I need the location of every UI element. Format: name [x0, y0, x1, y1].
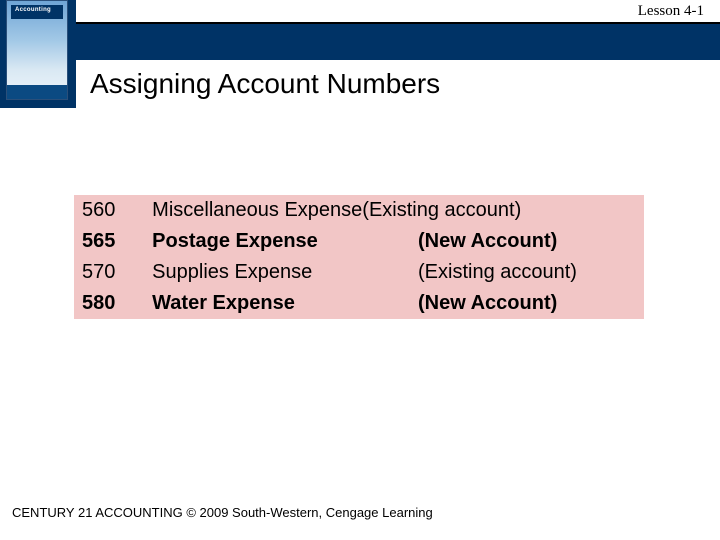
account-name: Supplies Expense — [144, 257, 410, 288]
book-label: Accounting — [15, 7, 51, 13]
account-number: 565 — [74, 226, 144, 257]
table-row: 565Postage Expense(New Account) — [74, 226, 644, 257]
table-row: 570Supplies Expense(Existing account) — [74, 257, 644, 288]
account-status: (New Account) — [410, 288, 644, 319]
table-row: 580Water Expense(New Account) — [74, 288, 644, 319]
content-region: 560Miscellaneous Expense(Existing accoun… — [74, 195, 644, 319]
account-name: Postage Expense — [144, 226, 410, 257]
footer-copyright: CENTURY 21 ACCOUNTING © 2009 South-Weste… — [12, 505, 433, 520]
account-status: (Existing account) — [410, 257, 644, 288]
accounts-table: 560Miscellaneous Expense(Existing accoun… — [74, 195, 644, 319]
account-number: 560 — [74, 195, 144, 226]
page-title: Assigning Account Numbers — [90, 68, 440, 100]
account-status: (New Account) — [410, 226, 644, 257]
account-name-status: Miscellaneous Expense(Existing account) — [144, 195, 644, 226]
lesson-label: Lesson 4-1 — [638, 3, 704, 20]
header-region: Lesson 4-1 Accounting Assigning Account … — [0, 0, 720, 108]
navy-strip — [76, 24, 720, 60]
account-number: 580 — [74, 288, 144, 319]
table-row: 560Miscellaneous Expense(Existing accoun… — [74, 195, 644, 226]
account-number: 570 — [74, 257, 144, 288]
title-bar: Assigning Account Numbers — [76, 60, 720, 108]
book-thumbnail: Accounting — [6, 0, 68, 100]
account-name: Water Expense — [144, 288, 410, 319]
lesson-bar: Lesson 4-1 — [76, 0, 720, 24]
